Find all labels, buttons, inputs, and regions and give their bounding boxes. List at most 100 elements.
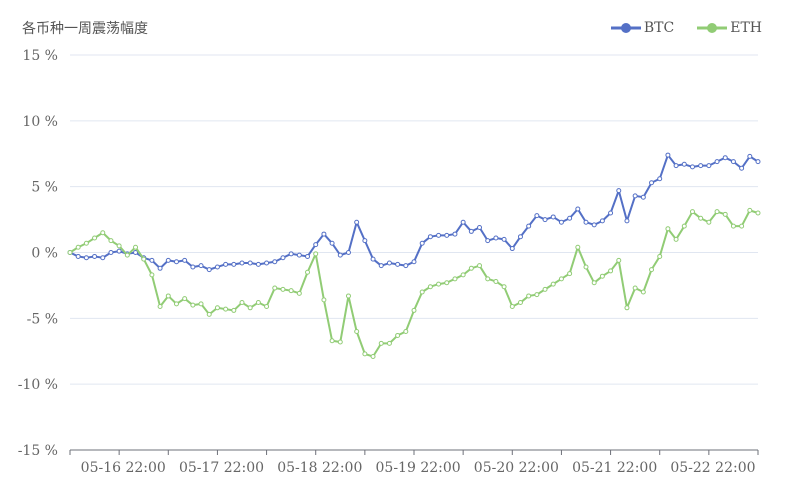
legend-label-eth: ETH xyxy=(730,20,762,36)
data-point-btc xyxy=(714,159,720,165)
data-point-eth xyxy=(436,281,442,287)
data-point-btc xyxy=(485,238,491,244)
data-point-btc xyxy=(673,163,679,169)
data-point-btc xyxy=(730,159,736,165)
data-point-eth xyxy=(329,338,335,344)
data-point-btc xyxy=(370,256,376,262)
data-point-btc xyxy=(264,260,270,266)
data-point-eth xyxy=(485,276,491,282)
data-point-eth xyxy=(665,226,671,232)
data-point-btc xyxy=(378,263,384,269)
x-tick-label: 05-22 22:00 xyxy=(670,460,755,476)
data-point-btc xyxy=(239,260,245,266)
data-point-eth xyxy=(321,297,327,303)
data-point-btc xyxy=(452,231,458,237)
data-point-eth xyxy=(362,351,368,357)
data-point-btc xyxy=(165,257,171,263)
data-point-eth xyxy=(624,305,630,311)
data-point-btc xyxy=(624,218,630,224)
data-point-eth xyxy=(722,211,728,217)
data-point-eth xyxy=(640,289,646,295)
data-point-eth xyxy=(706,219,712,225)
data-point-eth xyxy=(149,272,155,278)
data-point-eth xyxy=(108,238,114,244)
data-point-eth xyxy=(730,223,736,229)
data-point-eth xyxy=(395,332,401,338)
legend-item-btc[interactable]: BTC xyxy=(610,20,674,36)
data-point-eth xyxy=(255,300,261,306)
data-point-eth xyxy=(345,293,351,299)
data-point-eth xyxy=(75,244,81,250)
y-tick-label: 0 % xyxy=(31,246,58,262)
data-point-btc xyxy=(108,250,114,255)
data-point-btc xyxy=(575,206,581,212)
data-point-btc xyxy=(558,219,564,225)
data-point-btc xyxy=(329,240,335,246)
data-point-eth xyxy=(67,250,73,255)
x-tick-label: 05-18 22:00 xyxy=(277,460,362,476)
data-point-btc xyxy=(214,264,220,270)
data-point-eth xyxy=(165,293,171,299)
data-point-btc xyxy=(501,236,507,242)
data-point-eth xyxy=(116,243,122,249)
data-point-btc xyxy=(83,255,89,261)
data-point-eth xyxy=(133,244,139,250)
data-point-btc xyxy=(403,263,409,269)
data-point-btc xyxy=(182,257,188,263)
x-tick-label: 05-21 22:00 xyxy=(572,460,657,476)
data-point-eth xyxy=(542,286,548,292)
x-tick-label: 05-19 22:00 xyxy=(376,460,461,476)
data-point-eth xyxy=(231,307,237,313)
y-tick-label: 15 % xyxy=(22,48,58,64)
x-tick-label: 05-20 22:00 xyxy=(474,460,559,476)
data-point-eth xyxy=(190,302,196,308)
legend-item-eth[interactable]: ETH xyxy=(696,20,762,36)
data-point-eth xyxy=(419,289,425,295)
data-point-btc xyxy=(337,252,343,258)
data-point-eth xyxy=(452,276,458,282)
data-point-btc xyxy=(534,213,540,219)
data-point-eth xyxy=(739,223,745,229)
data-point-eth xyxy=(173,301,179,307)
data-point-btc xyxy=(354,219,360,225)
legend: BTC ETH xyxy=(610,20,762,36)
data-point-eth xyxy=(198,301,204,307)
data-point-eth xyxy=(411,307,417,313)
data-point-btc xyxy=(567,215,573,221)
legend-swatch-btc xyxy=(610,23,641,33)
data-point-btc xyxy=(542,217,548,223)
data-point-btc xyxy=(649,180,655,186)
data-point-btc xyxy=(198,263,204,269)
data-point-btc xyxy=(280,255,286,261)
data-point-btc xyxy=(255,261,261,267)
data-point-btc xyxy=(722,155,728,161)
data-point-btc xyxy=(681,161,687,167)
data-point-eth xyxy=(616,257,622,263)
data-point-btc xyxy=(599,218,605,224)
data-point-eth xyxy=(477,263,483,269)
data-point-eth xyxy=(681,223,687,229)
data-point-btc xyxy=(640,194,646,200)
data-point-btc xyxy=(550,214,556,220)
data-point-eth xyxy=(608,268,614,274)
data-point-eth xyxy=(370,354,376,360)
data-point-eth xyxy=(313,251,319,257)
data-point-btc xyxy=(100,255,106,261)
data-point-eth xyxy=(673,236,679,242)
data-point-btc xyxy=(395,261,401,267)
data-point-btc xyxy=(92,253,98,259)
data-point-eth xyxy=(550,281,556,287)
data-point-btc xyxy=(747,153,753,159)
data-point-eth xyxy=(747,207,753,213)
data-point-eth xyxy=(714,209,720,215)
data-point-eth xyxy=(386,340,392,346)
data-point-eth xyxy=(649,267,655,273)
y-tick-label: 10 % xyxy=(22,114,58,130)
data-point-eth xyxy=(534,292,540,298)
data-point-btc xyxy=(477,224,483,230)
data-point-eth xyxy=(239,300,245,306)
data-point-eth xyxy=(264,303,270,309)
data-point-btc xyxy=(313,242,319,248)
data-point-btc xyxy=(460,219,466,225)
